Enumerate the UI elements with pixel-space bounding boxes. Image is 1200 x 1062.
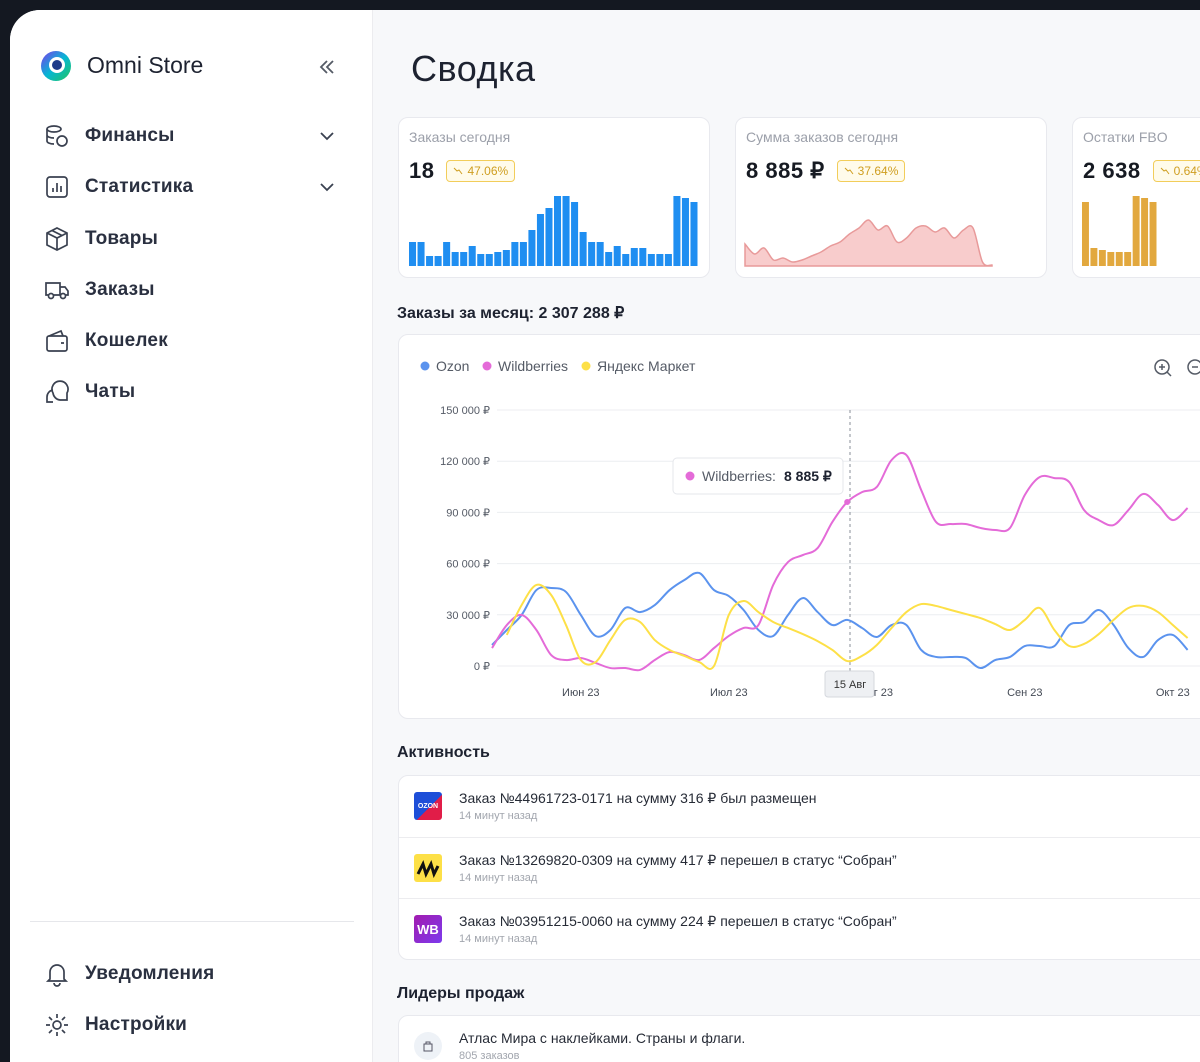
product-name: Атлас Мира с наклейками. Страны и флаги. — [459, 1030, 746, 1046]
change-text: 0.64% — [1173, 164, 1200, 178]
activity-text: Заказ №44961723-0171 на сумму 316 ₽ был … — [459, 790, 817, 806]
nav-label: Товары — [85, 228, 159, 249]
change-badge: 0.64% — [1152, 160, 1200, 182]
ozon-icon: OZON — [414, 792, 442, 820]
activity-item[interactable]: WB Заказ №03951215-0060 на сумму 224 ₽ п… — [399, 898, 1200, 960]
wb-icon: WB — [414, 915, 442, 943]
card-label: Заказы сегодня — [409, 129, 511, 145]
nav-label: Статистика — [85, 176, 194, 197]
nav-label: Кошелек — [85, 330, 168, 351]
nav-label: Настройки — [85, 1014, 188, 1035]
nav-item[interactable]: Кошелек — [44, 328, 168, 354]
nav-item[interactable]: Чаты — [44, 379, 135, 405]
nav-item[interactable]: Товары — [44, 226, 158, 252]
activity-list: OZON Заказ №44961723-0171 на сумму 316 ₽… — [398, 775, 1200, 960]
sidebar: Omni Store Финансы Статистика Товары Зак… — [10, 10, 373, 1062]
chevron[interactable] — [318, 178, 336, 196]
nav-item[interactable]: Уведомления — [44, 961, 214, 987]
card-label: Остатки FBO — [1083, 129, 1168, 145]
collapse-button[interactable] — [318, 58, 336, 76]
page-title: Сводка — [411, 48, 536, 89]
screen: Omni Store Финансы Статистика Товары Зак… — [10, 10, 1200, 1062]
activity-text: Заказ №13269820-0309 на сумму 417 ₽ пере… — [459, 852, 897, 868]
logo — [41, 51, 71, 81]
product-orders: 805 заказов — [459, 1050, 520, 1062]
change-badge: 47.06% — [446, 160, 516, 182]
activity-time: 14 минут назад — [459, 933, 538, 945]
nav-item[interactable]: Финансы — [44, 123, 175, 149]
change-text: 47.06% — [467, 164, 509, 178]
nav-label: Уведомления — [85, 963, 215, 984]
product-icon — [414, 1032, 442, 1060]
change-text: 37.64% — [857, 164, 899, 178]
stat-card: Сумма заказов сегодня 8 885 ₽ 37.64% — [735, 117, 1047, 278]
activity-time: 14 минут назад — [459, 872, 538, 884]
nav-item[interactable]: Настройки — [44, 1012, 187, 1038]
card-value: 18 — [409, 158, 435, 183]
nav-label: Финансы — [85, 125, 175, 146]
nav-item[interactable]: Заказы — [44, 277, 155, 303]
card-value: 8 885 ₽ — [746, 158, 825, 183]
section-title: Лидеры продаж — [397, 985, 525, 1002]
icon-text: WB — [417, 921, 439, 937]
nav-label: Чаты — [85, 381, 136, 402]
nav-item[interactable]: Статистика — [44, 174, 193, 200]
yandex-icon — [414, 854, 442, 882]
activity-item[interactable]: OZON Заказ №44961723-0171 на сумму 316 ₽… — [399, 776, 1200, 837]
card-value: 2 638 — [1083, 158, 1141, 183]
stat-card: Остатки FBO 2 638 0.64% — [1072, 117, 1200, 278]
stat-card: Заказы сегодня 18 47.06% — [398, 117, 710, 278]
section-title: Активность — [397, 744, 490, 761]
chevron[interactable] — [318, 127, 336, 145]
icon-text: OZON — [417, 802, 439, 810]
nav-label: Заказы — [85, 279, 155, 300]
leaders-list: Атлас Мира с наклейками. Страны и флаги.… — [398, 1015, 1200, 1062]
card-label: Сумма заказов сегодня — [746, 129, 899, 145]
brand: Omni Store — [87, 52, 204, 78]
chart-title: Заказы за месяц: 2 307 288 ₽ — [397, 305, 625, 322]
activity-item[interactable]: Заказ №13269820-0309 на сумму 417 ₽ пере… — [399, 837, 1200, 899]
activity-time: 14 минут назад — [459, 810, 538, 822]
divider — [30, 921, 354, 922]
change-badge: 37.64% — [836, 160, 906, 182]
activity-text: Заказ №03951215-0060 на сумму 224 ₽ пере… — [459, 913, 897, 929]
chart-card — [398, 334, 1200, 719]
